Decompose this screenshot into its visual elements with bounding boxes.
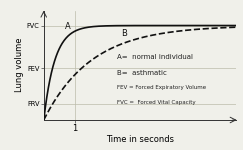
Text: A=  normal individual: A= normal individual (117, 54, 193, 60)
Y-axis label: Lung volume: Lung volume (15, 38, 24, 93)
Text: FEV = Forced Expiratory Volume: FEV = Forced Expiratory Volume (117, 85, 206, 90)
Text: B: B (121, 29, 127, 38)
Text: A: A (65, 22, 71, 31)
Text: B=  asthmatic: B= asthmatic (117, 70, 166, 76)
Text: FVC =  Forced Vital Capacity: FVC = Forced Vital Capacity (117, 100, 195, 105)
X-axis label: Time in seconds: Time in seconds (106, 135, 174, 144)
